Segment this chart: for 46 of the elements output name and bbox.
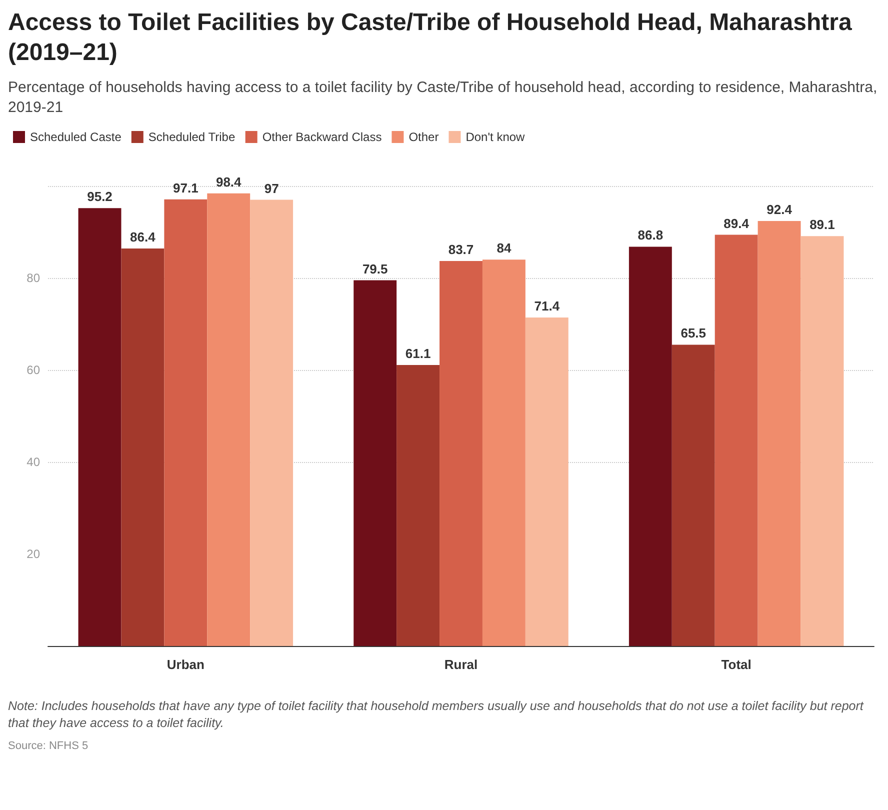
x-tick-label: Rural xyxy=(444,657,478,672)
bar xyxy=(121,248,164,646)
legend-label: Other Backward Class xyxy=(262,130,382,144)
data-label: 92.4 xyxy=(766,202,793,217)
bar xyxy=(250,200,294,646)
bar xyxy=(525,318,568,646)
bar xyxy=(758,220,801,646)
bar xyxy=(800,236,844,646)
bar xyxy=(628,246,672,646)
legend-label: Scheduled Caste xyxy=(30,130,122,144)
x-tick-label: Urban xyxy=(166,657,205,672)
chart-subtitle: Percentage of households having access to a toilet facility by Caste/Tribe of household head, according to residence, Maharashtra, 2019-21 xyxy=(8,78,878,118)
legend-label: Other xyxy=(408,130,439,144)
data-label: 65.5 xyxy=(680,326,706,341)
data-label: 89.4 xyxy=(724,216,750,231)
source-note: Source: NFHS 5 xyxy=(8,739,90,754)
bar xyxy=(672,344,715,646)
data-label: 86.4 xyxy=(130,230,156,245)
data-label: 83.7 xyxy=(448,242,474,257)
bar xyxy=(440,260,482,646)
x-tick-label: Total xyxy=(721,657,752,672)
data-label: 84 xyxy=(496,240,512,256)
data-label: 71.4 xyxy=(534,298,560,314)
y-tick-label: 60 xyxy=(26,363,40,377)
bar xyxy=(482,260,526,646)
bar xyxy=(396,364,440,646)
y-tick-label: 80 xyxy=(26,271,40,285)
data-label: 97.1 xyxy=(173,180,198,196)
data-label: 61.1 xyxy=(405,346,431,361)
data-label: 89.1 xyxy=(810,217,835,232)
bar xyxy=(354,280,397,646)
data-label: 95.2 xyxy=(87,189,112,204)
legend-label: Scheduled Tribe xyxy=(148,130,236,144)
text: Note: Includes households that have any type of toilet facility that household members usually use and households that do not use a toilet facility but report that they have access to a toilet facility. xyxy=(8,698,865,732)
bar xyxy=(164,199,208,646)
y-tick-label: 40 xyxy=(26,455,40,469)
data-label: 79.5 xyxy=(362,261,388,276)
legend-label: Don't know xyxy=(466,130,526,144)
data-label: 98.4 xyxy=(216,174,242,190)
chart-title: Access to Toilet Facilities by Caste/Tribe of Household Head, Maharashtra (2019–21) xyxy=(8,8,853,68)
bar xyxy=(78,208,122,646)
data-label: 97 xyxy=(264,180,279,196)
data-label: 86.8 xyxy=(638,228,664,243)
y-tick-label: 20 xyxy=(26,547,40,561)
bar xyxy=(714,234,758,646)
bar xyxy=(207,193,250,646)
